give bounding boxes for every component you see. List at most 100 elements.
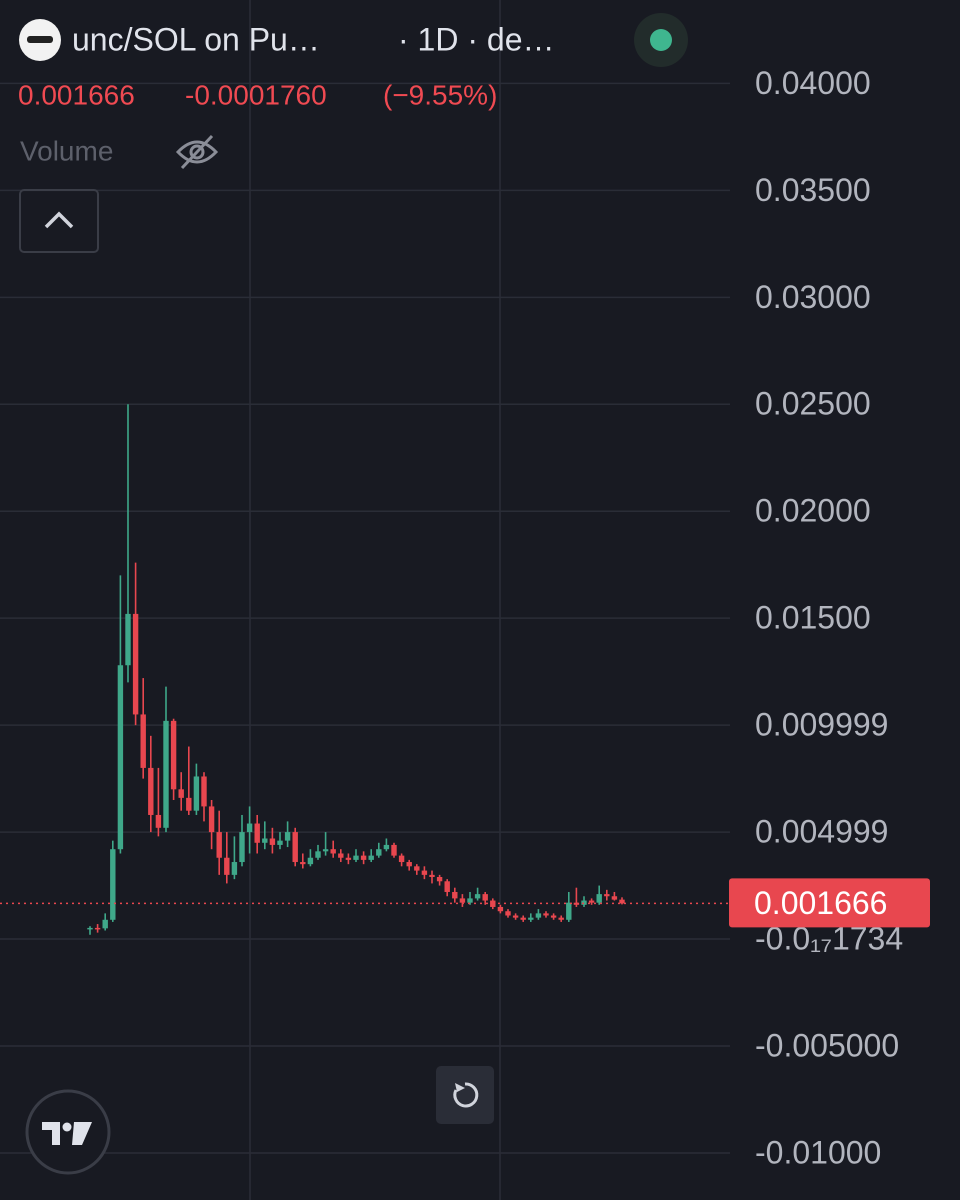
volume-label: Volume bbox=[20, 135, 113, 166]
candle-body bbox=[322, 849, 329, 852]
y-tick-label: 0.02500 bbox=[755, 386, 871, 422]
last-price-badge bbox=[729, 878, 930, 928]
reset-arrow bbox=[455, 1083, 465, 1092]
y-tick-label: 0.04000 bbox=[755, 65, 871, 101]
candle-body bbox=[163, 720, 169, 828]
header-change-percent: (−9.55%) bbox=[383, 79, 497, 110]
y-tick-label: 0.02000 bbox=[755, 493, 871, 529]
y-tick-label: -0.01000 bbox=[755, 1134, 881, 1170]
candle-body bbox=[178, 789, 184, 798]
candle-body bbox=[330, 849, 336, 854]
y-tick-label: -0.005000 bbox=[755, 1027, 899, 1063]
reset-icon bbox=[453, 1082, 479, 1108]
candle-body bbox=[208, 806, 215, 833]
candle-body bbox=[269, 838, 276, 845]
candle-body bbox=[611, 896, 618, 900]
candle-body bbox=[406, 862, 412, 867]
candle-body bbox=[588, 900, 595, 903]
candle-body bbox=[482, 894, 488, 901]
candle-body bbox=[246, 823, 253, 833]
candle-body bbox=[444, 881, 450, 892]
candle-body bbox=[497, 906, 504, 912]
candle-body bbox=[300, 862, 306, 865]
candle-body bbox=[528, 917, 534, 920]
candle-body bbox=[102, 919, 108, 929]
interval-subtitle[interactable]: · 1D · de… bbox=[398, 21, 554, 57]
candle-body bbox=[566, 902, 572, 920]
candle-body bbox=[216, 832, 222, 858]
candle-body bbox=[125, 613, 131, 666]
candle-body bbox=[148, 767, 154, 815]
candle-body bbox=[596, 894, 602, 903]
candle-body bbox=[284, 832, 291, 841]
candle-body bbox=[391, 844, 397, 856]
header-price: 0.001666 bbox=[18, 79, 135, 110]
eye-slash bbox=[180, 134, 214, 170]
candle-body bbox=[414, 866, 420, 871]
candle-body bbox=[170, 720, 177, 790]
symbol-title[interactable]: unc/SOL on Pu… bbox=[72, 21, 320, 57]
last-price-label: 0.001666 bbox=[754, 885, 887, 921]
candle-body bbox=[193, 776, 200, 811]
vertical-grid bbox=[249, 0, 501, 1200]
candle-body bbox=[277, 840, 283, 845]
candle-body bbox=[201, 776, 207, 807]
status-dot bbox=[650, 29, 672, 51]
candle-body bbox=[231, 862, 238, 875]
candle-body bbox=[398, 855, 405, 863]
candle-body bbox=[512, 915, 519, 918]
candle-body bbox=[543, 913, 549, 916]
header-change: -0.0001760 bbox=[185, 79, 327, 110]
candle-body bbox=[254, 823, 260, 843]
tradingview-logo-mark bbox=[42, 1122, 92, 1145]
candle-body bbox=[429, 874, 435, 878]
candle-body bbox=[360, 855, 367, 860]
candle-body bbox=[338, 853, 344, 858]
y-tick-label: 0.01500 bbox=[755, 600, 871, 636]
candle-body bbox=[345, 857, 352, 860]
y-tick-label: 0.004999 bbox=[755, 814, 888, 850]
y-tick-label: 0.009999 bbox=[755, 707, 888, 743]
candle-body bbox=[467, 898, 473, 903]
candle-body bbox=[353, 855, 359, 860]
candle-body bbox=[117, 665, 124, 850]
candle-body bbox=[186, 797, 192, 811]
y-tick-label: 0.03500 bbox=[755, 172, 871, 208]
collapse-button[interactable] bbox=[19, 189, 99, 253]
reset-button[interactable] bbox=[436, 1066, 494, 1124]
candle-body bbox=[315, 851, 321, 858]
eye-pupil bbox=[189, 144, 205, 160]
candle-body bbox=[459, 898, 466, 903]
candle-body bbox=[535, 913, 542, 918]
candle-body bbox=[224, 857, 230, 875]
candle-body bbox=[436, 877, 443, 882]
tradingview-logo[interactable] bbox=[25, 1089, 111, 1175]
candle-body bbox=[376, 849, 382, 856]
candle-body bbox=[307, 857, 314, 865]
candle-body bbox=[520, 917, 526, 920]
candle-body bbox=[558, 917, 564, 920]
candle-body bbox=[132, 613, 139, 715]
hide-volume-icon[interactable] bbox=[175, 134, 219, 170]
candle-body bbox=[604, 894, 610, 897]
candle-body bbox=[368, 855, 374, 860]
candle-body bbox=[505, 911, 511, 916]
candle-body bbox=[87, 927, 93, 930]
candle-body bbox=[292, 832, 298, 863]
candle-body bbox=[155, 814, 162, 828]
candle-body bbox=[474, 894, 481, 899]
candle-body bbox=[550, 915, 557, 918]
y-tick-label: 0.03000 bbox=[755, 279, 871, 315]
candle-body bbox=[383, 844, 390, 850]
candle-body bbox=[239, 832, 245, 863]
candle-body bbox=[110, 849, 116, 920]
candle-body bbox=[94, 927, 101, 930]
candle-body bbox=[452, 891, 458, 899]
avatar-glasses bbox=[27, 36, 53, 43]
chevron-up-icon bbox=[44, 211, 74, 229]
tradingview-logo-dot bbox=[62, 1122, 72, 1132]
candle-body bbox=[262, 838, 268, 843]
candle-body bbox=[619, 899, 625, 904]
